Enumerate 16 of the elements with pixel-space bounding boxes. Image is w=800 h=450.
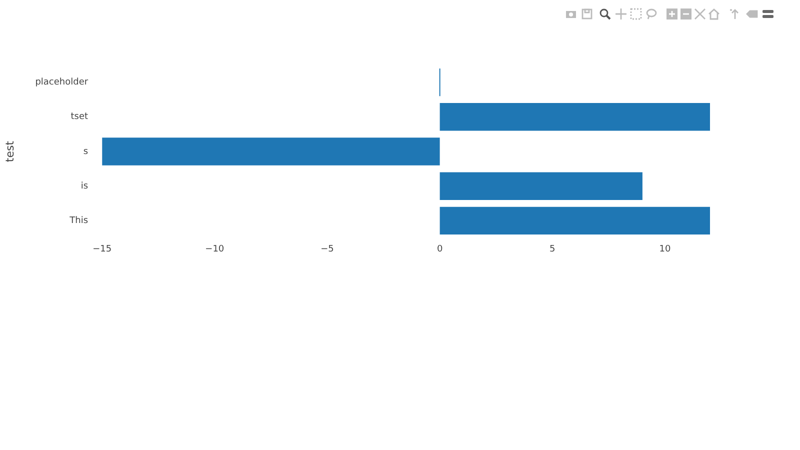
y-tick-label: This <box>68 216 88 226</box>
x-tick-label: −15 <box>92 244 112 255</box>
x-tick-label: 0 <box>436 244 443 255</box>
bar <box>102 138 440 166</box>
x-tick-label: 5 <box>550 244 556 255</box>
bar <box>440 172 642 200</box>
y-tick-label: placeholder <box>35 78 88 88</box>
bar <box>440 103 710 131</box>
y-tick-label: is <box>80 181 88 192</box>
x-tick-label: −5 <box>320 244 334 255</box>
x-tick-label: −10 <box>205 244 224 255</box>
y-axis-title: test <box>3 140 16 162</box>
y-tick-label: tset <box>70 112 89 122</box>
bar <box>440 206 710 235</box>
x-tick-label: 10 <box>659 244 671 255</box>
y-tick-label: s <box>83 146 88 157</box>
